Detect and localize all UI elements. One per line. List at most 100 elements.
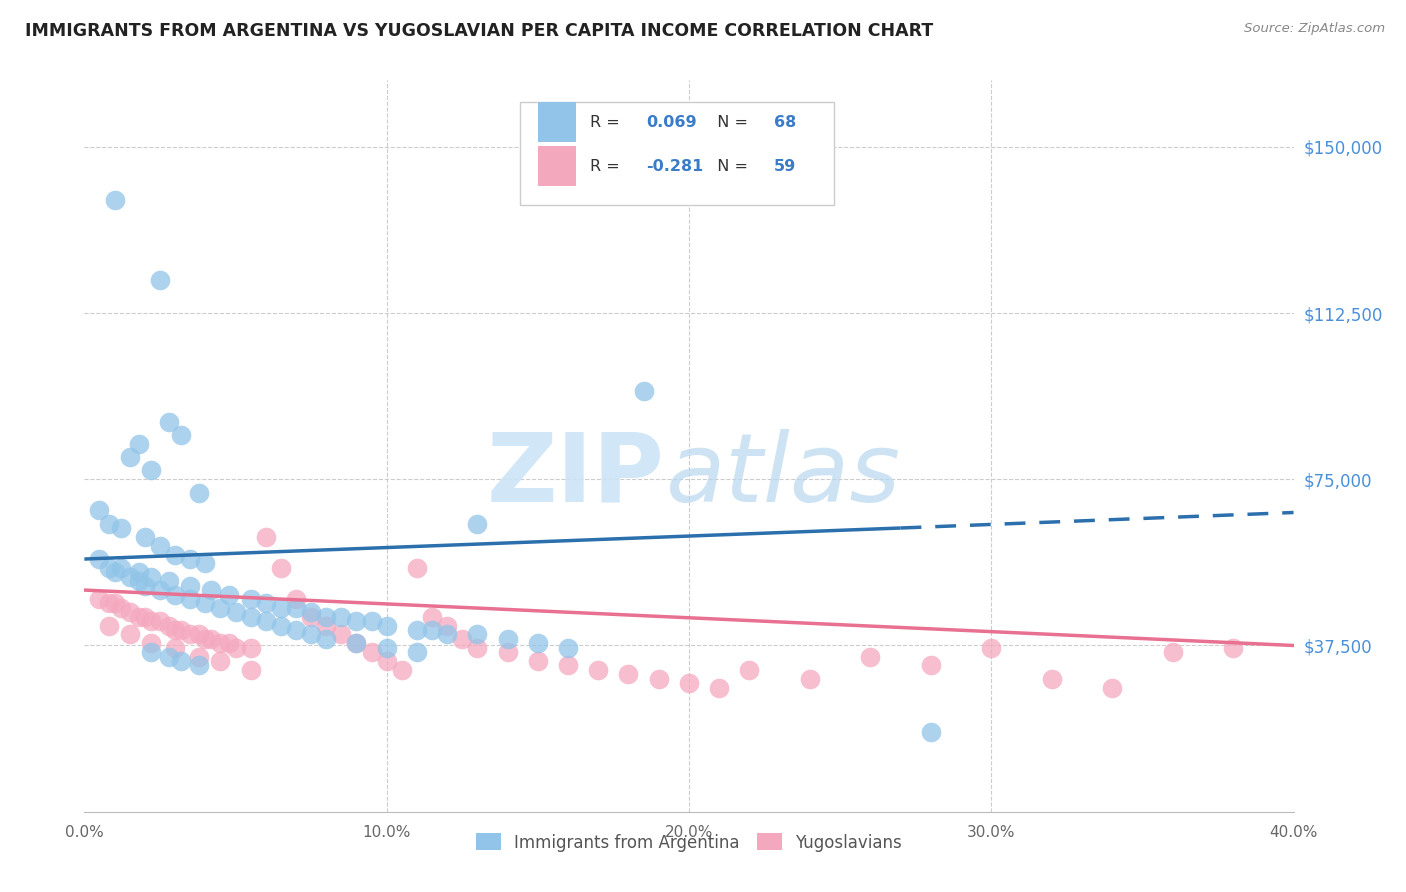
Point (225, 640, 247, 655)
Point (420, 623, 443, 637)
Point (254, 596, 277, 610)
Point (139, 614, 162, 628)
Point (139, 463, 162, 477)
Point (330, 627, 353, 641)
Point (285, 600, 308, 615)
Point (209, 600, 232, 615)
Text: Source: ZipAtlas.com: Source: ZipAtlas.com (1244, 22, 1385, 36)
Point (134, 609, 156, 624)
Point (299, 605, 322, 619)
Point (139, 645, 162, 659)
Point (299, 627, 322, 641)
Point (128, 437, 150, 451)
Point (375, 618, 398, 632)
Point (799, 672, 821, 686)
Point (406, 645, 429, 659)
Point (118, 450, 141, 464)
Point (239, 640, 262, 655)
Point (194, 632, 217, 646)
Point (89, 552, 111, 566)
Point (375, 654, 398, 668)
Point (128, 609, 150, 624)
Point (436, 627, 458, 641)
Point (315, 632, 337, 646)
Point (239, 663, 262, 677)
Point (330, 609, 353, 624)
Point (315, 618, 337, 632)
Text: R =: R = (589, 159, 624, 174)
Point (97, 516, 120, 531)
Y-axis label: Per Capita Income: Per Capita Income (0, 376, 7, 516)
Point (436, 618, 458, 632)
Point (375, 640, 398, 655)
Point (360, 645, 382, 659)
Point (104, 566, 127, 580)
Point (648, 672, 671, 686)
Point (285, 623, 308, 637)
Point (165, 587, 187, 601)
Text: IMMIGRANTS FROM ARGENTINA VS YUGOSLAVIAN PER CAPITA INCOME CORRELATION CHART: IMMIGRANTS FROM ARGENTINA VS YUGOSLAVIAN… (25, 22, 934, 40)
Point (270, 561, 292, 575)
Point (346, 636, 368, 650)
Point (391, 663, 413, 677)
Point (617, 667, 640, 681)
Point (170, 623, 193, 637)
Point (420, 609, 443, 624)
Point (110, 600, 132, 615)
Point (170, 654, 193, 668)
Text: R =: R = (589, 115, 624, 130)
Point (588, 663, 610, 677)
Bar (538, 146, 576, 186)
Point (134, 579, 156, 593)
Point (557, 640, 579, 655)
Text: 59: 59 (773, 159, 796, 174)
Point (149, 583, 172, 598)
Point (188, 649, 211, 664)
Point (157, 415, 180, 429)
Point (149, 273, 172, 287)
Point (738, 663, 761, 677)
Point (451, 632, 474, 646)
Point (406, 561, 429, 575)
Point (920, 725, 942, 739)
Point (165, 640, 187, 655)
Point (149, 614, 172, 628)
Text: atlas: atlas (665, 429, 900, 522)
Point (209, 636, 232, 650)
Point (139, 570, 162, 584)
Point (104, 193, 127, 207)
Point (496, 632, 519, 646)
Point (678, 676, 700, 690)
Point (218, 636, 240, 650)
Point (225, 605, 247, 619)
FancyBboxPatch shape (520, 103, 834, 204)
Point (1101, 681, 1123, 695)
Point (270, 618, 292, 632)
Point (209, 654, 232, 668)
Point (118, 605, 141, 619)
Point (239, 591, 262, 606)
Point (467, 640, 489, 655)
Point (299, 609, 322, 624)
Legend: Immigrants from Argentina, Yugoslavians: Immigrants from Argentina, Yugoslavians (470, 827, 908, 858)
Point (188, 658, 211, 673)
Point (920, 658, 942, 673)
Point (200, 583, 222, 598)
Point (527, 654, 550, 668)
Point (496, 645, 519, 659)
Point (254, 530, 277, 544)
Text: 68: 68 (773, 115, 796, 130)
Point (128, 566, 150, 580)
Text: ZIP: ZIP (486, 429, 665, 522)
Point (89, 503, 111, 517)
Point (1040, 672, 1063, 686)
Point (1222, 640, 1244, 655)
Point (346, 614, 368, 628)
Point (467, 516, 489, 531)
Point (980, 640, 1002, 655)
Text: N =: N = (707, 159, 754, 174)
Point (104, 596, 127, 610)
Point (709, 681, 731, 695)
Point (170, 428, 193, 442)
Point (859, 649, 882, 664)
